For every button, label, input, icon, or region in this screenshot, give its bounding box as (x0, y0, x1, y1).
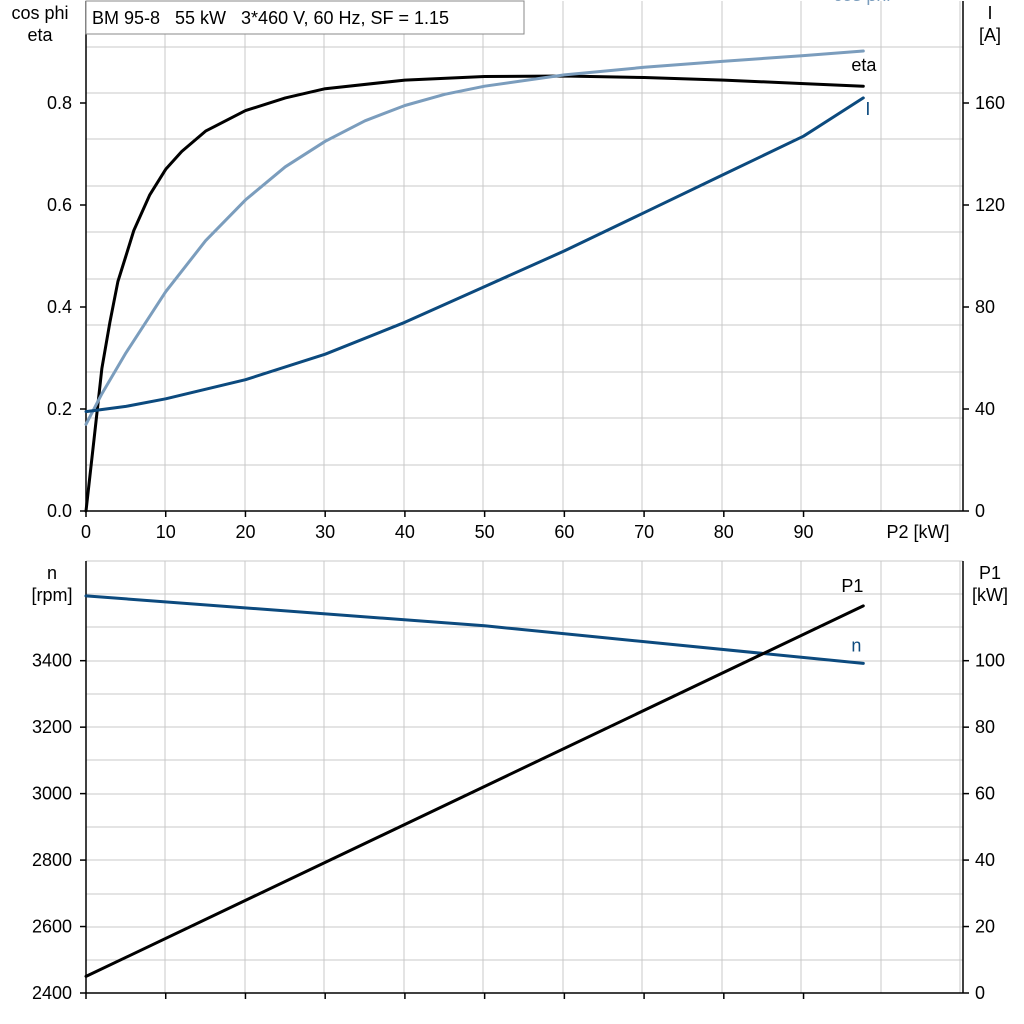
left-y-tick-label: 2400 (32, 983, 72, 1003)
x-tick-label: 70 (634, 522, 654, 542)
x-tick-label: 50 (475, 522, 495, 542)
right-y-tick-label: 20 (975, 917, 995, 937)
x-tick-label: 20 (235, 522, 255, 542)
left-y-tick-label: 0.4 (47, 297, 72, 317)
left-y-axis-title: n (47, 563, 57, 583)
chart-title: BM 95-8 55 kW 3*460 V, 60 Hz, SF = 1.15 (92, 8, 449, 28)
right-y-tick-label: 80 (975, 717, 995, 737)
right-y-tick-label: 60 (975, 784, 995, 804)
left-y-axis-title: eta (27, 25, 53, 45)
right-y-tick-label: 0 (975, 501, 985, 521)
x-tick-label: 30 (315, 522, 335, 542)
right-y-axis-title: I (987, 3, 992, 23)
series-line-i (84, 96, 865, 414)
right-y-tick-label: 40 (975, 399, 995, 419)
right-y-axis-title: P1 (979, 563, 1001, 583)
left-y-tick-label: 0.6 (47, 195, 72, 215)
series-label-p1: P1 (841, 576, 863, 596)
x-tick-label: 80 (714, 522, 734, 542)
x-tick-label: 10 (156, 522, 176, 542)
series-label-n: n (851, 635, 861, 655)
left-y-tick-label: 2800 (32, 850, 72, 870)
series-line-n (84, 594, 865, 665)
left-y-tick-label: 3200 (32, 717, 72, 737)
x-tick-label: 60 (554, 522, 574, 542)
series-label-eta: eta (851, 55, 877, 75)
right-y-tick-label: 100 (975, 651, 1005, 671)
left-y-axis-title: [rpm] (31, 585, 72, 605)
left-y-tick-label: 0.8 (47, 93, 72, 113)
left-y-tick-label: 3000 (32, 784, 72, 804)
right-y-tick-label: 120 (975, 195, 1005, 215)
left-y-axis-title: cos phi (11, 3, 68, 23)
chart-title-box (85, 0, 525, 35)
right-y-tick-label: 40 (975, 850, 995, 870)
series-label-i: I (865, 99, 870, 119)
series-line-eta (84, 74, 865, 513)
series-line-cos-phi (84, 49, 865, 426)
right-y-tick-label: 0 (975, 983, 985, 1003)
right-y-axis-title: [A] (979, 25, 1001, 45)
right-y-tick-label: 160 (975, 93, 1005, 113)
left-y-tick-label: 0.2 (47, 399, 72, 419)
right-y-tick-label: 80 (975, 297, 995, 317)
left-y-tick-label: 3400 (32, 651, 72, 671)
left-y-tick-label: 0.0 (47, 501, 72, 521)
x-tick-label: 90 (794, 522, 814, 542)
series-label-cos-phi: cos phi (833, 0, 890, 5)
right-y-axis-title: [kW] (972, 585, 1008, 605)
x-axis-title: P2 [kW] (886, 522, 949, 542)
x-tick-label: 0 (81, 522, 91, 542)
series-line-p1 (84, 604, 865, 978)
left-y-tick-label: 2600 (32, 917, 72, 937)
x-tick-label: 40 (395, 522, 415, 542)
